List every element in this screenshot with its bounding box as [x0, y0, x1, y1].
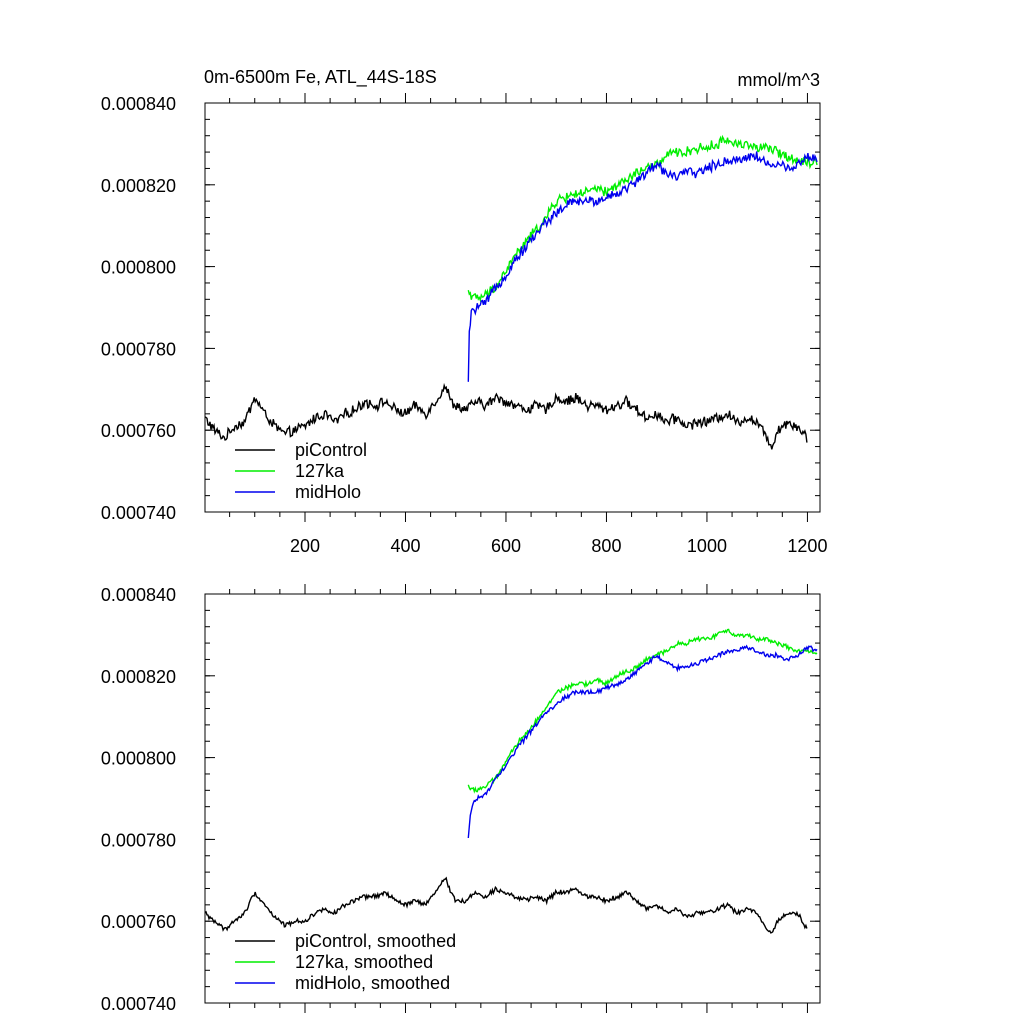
y-tick-label: 0.000780 [101, 339, 176, 359]
legend-label: piControl, smoothed [295, 931, 456, 951]
x-tick-label: 800 [591, 536, 621, 556]
series-line-127ka [467, 134, 818, 303]
plot-frame [204, 102, 821, 513]
chart-title: 0m-6500m Fe, ATL_44S-18S [204, 67, 437, 88]
legend-label: midHolo [295, 482, 361, 502]
y-tick-label: 0.000800 [101, 258, 176, 278]
y-tick-label: 0.000840 [101, 94, 176, 114]
units-label: mmol/m^3 [738, 70, 820, 90]
series-line-midHolo [467, 644, 818, 839]
y-tick-label: 0.000740 [101, 994, 176, 1014]
y-tick-label: 0.000780 [101, 830, 176, 850]
y-tick-label: 0.000760 [101, 421, 176, 441]
legend-label: midHolo, smoothed [295, 973, 450, 993]
y-tick-label: 0.000800 [101, 749, 176, 769]
x-tick-label: 1000 [687, 536, 727, 556]
series-line-piControl [205, 876, 808, 934]
x-tick-label: 1200 [787, 536, 827, 556]
y-tick-label: 0.000760 [101, 912, 176, 932]
legend-label: 127ka [295, 461, 345, 481]
plot-frame [204, 593, 821, 1004]
series-line-midHolo [467, 151, 818, 382]
legend-label: piControl [295, 440, 367, 460]
x-tick-label: 600 [491, 536, 521, 556]
x-tick-label: 400 [390, 536, 420, 556]
y-tick-label: 0.000840 [101, 585, 176, 605]
legend-label: 127ka, smoothed [295, 952, 433, 972]
y-tick-label: 0.000820 [101, 176, 176, 196]
bottom-panel: 0.000740 0.000760 0.000780 0.000800 0.000820… [101, 584, 821, 1014]
series-line-127ka [467, 628, 818, 794]
y-tick-label: 0.000740 [101, 503, 176, 523]
y-tick-label: 0.000820 [101, 667, 176, 687]
x-tick-label: 200 [290, 536, 320, 556]
series-line-piControl [205, 382, 808, 450]
top-panel: 200 400 600 800 1000 1200 0.000740 0.000760 0.00… [101, 93, 827, 556]
